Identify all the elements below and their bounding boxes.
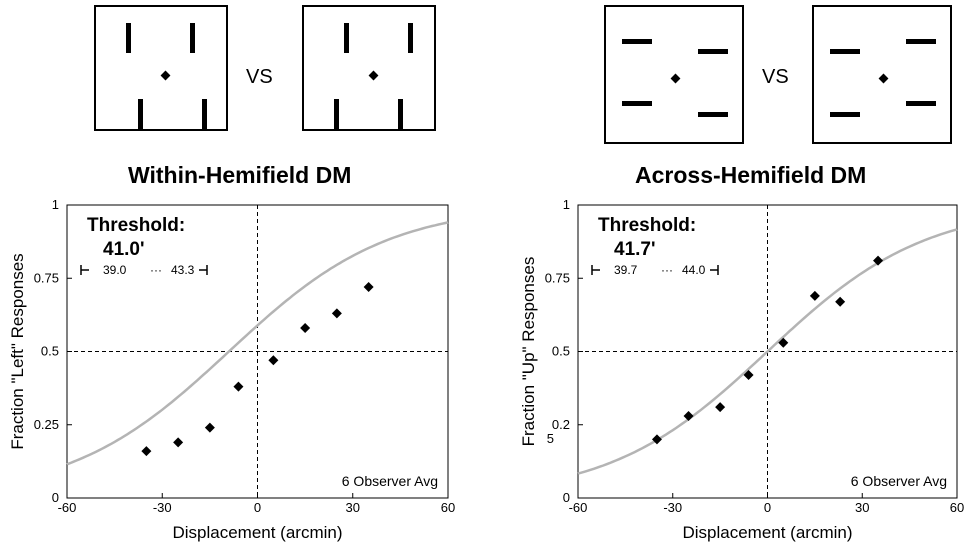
- fit-curve: [577, 228, 958, 475]
- x-axis-label: Displacement (arcmin): [172, 523, 342, 542]
- y-tick-label: 1: [563, 197, 570, 212]
- threshold-value: 41.7': [614, 239, 656, 260]
- stimulus-bar: [190, 23, 195, 53]
- data-point: [331, 308, 342, 319]
- ci-low-value: 39.0: [103, 263, 127, 277]
- stimulus-box-across-2: [812, 5, 952, 144]
- stimulus-box-across-1: [604, 5, 744, 144]
- stimulus-bar: [622, 39, 652, 44]
- data-point: [715, 402, 726, 413]
- stimulus-bar: [344, 23, 349, 53]
- y-tick-label: 0: [52, 490, 59, 505]
- data-point: [778, 337, 789, 348]
- vs-label: VS: [246, 66, 273, 88]
- data-point: [141, 446, 152, 457]
- y-tick-label: 0.75: [34, 270, 59, 285]
- x-tick-label: 0: [764, 500, 771, 515]
- y-axis-label: Fraction "Left" Responses: [8, 253, 27, 449]
- stimulus-bar: [906, 39, 936, 44]
- threshold-value: 41.0': [103, 239, 145, 260]
- ci-high-value: 44.0: [682, 263, 706, 277]
- stimulus-bar: [398, 99, 403, 129]
- data-point: [683, 410, 694, 421]
- x-tick-label: 60: [950, 500, 964, 515]
- data-point: [651, 434, 662, 445]
- observer-note: 6 Observer Avg: [342, 473, 438, 489]
- y-tick-label: 0.75: [545, 270, 570, 285]
- data-point: [173, 437, 184, 448]
- y-tick-label: 0.25: [34, 417, 59, 432]
- stimulus-bar: [408, 23, 413, 53]
- y-tick-label: 0: [563, 490, 570, 505]
- stimulus-box-within-1: [94, 5, 228, 131]
- stimulus-bar: [202, 99, 207, 129]
- chart-title-across: Across-Hemifield DM: [635, 162, 867, 188]
- stimulus-bar: [138, 99, 143, 129]
- x-tick-label: 30: [855, 500, 869, 515]
- fit-curve: [66, 221, 449, 466]
- data-point: [204, 422, 215, 433]
- x-tick-label: 60: [441, 500, 455, 515]
- threshold-label: Threshold:: [598, 215, 696, 236]
- x-tick-label: -60: [569, 500, 588, 515]
- data-point: [363, 282, 374, 293]
- x-tick-label: -30: [153, 500, 172, 515]
- x-axis-label: Displacement (arcmin): [682, 523, 852, 542]
- x-tick-label: -30: [663, 500, 682, 515]
- threshold-label: Threshold:: [87, 215, 185, 236]
- data-point: [809, 290, 820, 301]
- stimulus-box-within-2: [302, 5, 436, 131]
- data-point: [835, 296, 846, 307]
- data-point: [873, 255, 884, 266]
- ci-high-value: 43.3: [171, 263, 195, 277]
- y-axis-label: Fraction "Up" Responses: [519, 257, 538, 447]
- ci-dots: ···: [661, 263, 673, 277]
- vs-label: VS: [762, 66, 789, 88]
- observer-note: 6 Observer Avg: [851, 473, 947, 489]
- stimulus-bar: [698, 49, 728, 54]
- stimulus-bar: [334, 99, 339, 129]
- stimulus-bar: [698, 112, 728, 117]
- stimulus-bar: [622, 101, 652, 106]
- data-point: [233, 381, 244, 392]
- stimulus-bar: [830, 112, 860, 117]
- x-tick-label: 30: [346, 500, 360, 515]
- y-tick-label: 0.5: [41, 344, 59, 359]
- stimulus-bar: [906, 101, 936, 106]
- stimulus-bar: [830, 49, 860, 54]
- y-tick-label: 0.5: [552, 344, 570, 359]
- stimulus-bar: [126, 23, 131, 53]
- ci-dots: ···: [150, 263, 162, 277]
- chart-title-within: Within-Hemifield DM: [128, 162, 352, 188]
- ci-low-value: 39.7: [614, 263, 638, 277]
- data-point: [268, 355, 279, 366]
- data-point: [743, 369, 754, 380]
- x-tick-label: 0: [254, 500, 261, 515]
- data-point: [300, 323, 311, 334]
- x-tick-label: -60: [58, 500, 77, 515]
- y-tick-label: 1: [52, 197, 59, 212]
